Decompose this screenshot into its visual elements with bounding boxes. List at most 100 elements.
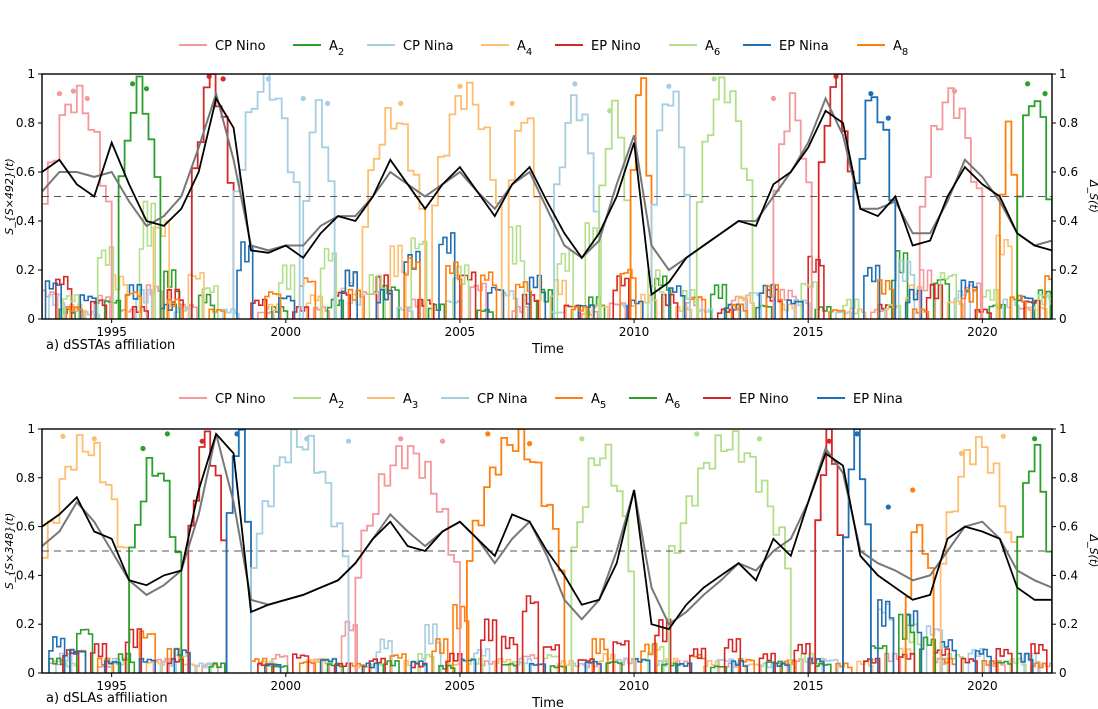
noise-spike — [521, 654, 540, 673]
noise-spike — [709, 283, 728, 319]
dominant-segment-a2 — [117, 75, 162, 319]
peak-dot — [457, 83, 463, 89]
legend-top: CP Nino A2 CP Nina A4 EP Nino A6 EP Nina A8 — [179, 39, 908, 58]
x-tick-label: 2015 — [793, 679, 824, 693]
noise-spike — [507, 225, 526, 319]
y-tick-label-left: 0.6 — [16, 520, 35, 534]
peak-dot — [220, 76, 226, 82]
noise-spike — [828, 309, 846, 319]
noise-spike — [786, 299, 804, 319]
noise-spike — [542, 644, 560, 673]
noise-spike — [438, 232, 456, 319]
legend-label: EP Nino — [591, 39, 641, 54]
dominant-segment-cp-nino — [42, 84, 113, 319]
noise-spike — [772, 662, 790, 673]
noise-spike — [608, 302, 627, 319]
noise-spike — [410, 660, 428, 673]
noise-spike — [389, 653, 407, 673]
peak-dot — [711, 76, 717, 82]
noise-spike — [445, 261, 463, 319]
dominant-segment-cp-nino — [354, 445, 461, 673]
y-tick-label-left: 1 — [27, 422, 35, 436]
legend-label: A2 — [329, 392, 344, 411]
dominant-segment-a4 — [431, 81, 503, 319]
noise-spike — [995, 648, 1013, 673]
noise-spike — [960, 279, 978, 319]
peak-dot — [70, 88, 76, 94]
noise-spike — [904, 623, 923, 673]
noise-spike — [549, 279, 567, 319]
peak-dot — [164, 431, 170, 437]
y-tick-label-left: 0.8 — [16, 116, 35, 130]
legend-entry: A2 — [293, 39, 344, 58]
peak-dot — [607, 108, 613, 114]
peak-dot — [756, 436, 763, 442]
noise-spike — [723, 638, 742, 673]
dominant-segment-cp-nina — [250, 429, 350, 673]
noise-spike — [375, 288, 393, 319]
plot-layers-bottom — [42, 429, 1052, 673]
axes-bottom: 1995 2000 2005 2010 2015 2020 0 0 0.2 0.2 0.4 0.4 0.… — [3, 422, 1098, 693]
legend-entry: CP Nina — [367, 39, 454, 54]
series-ep-nina — [48, 599, 1034, 673]
y-tick-label-left: 0.8 — [16, 471, 35, 485]
noise-spike — [271, 306, 289, 319]
noise-spike — [511, 306, 529, 319]
noise-spike — [542, 654, 560, 673]
smoothed-curve — [42, 90, 1052, 272]
peak-dot — [206, 74, 212, 80]
noise-spike — [197, 293, 216, 319]
noise-spike — [124, 628, 143, 673]
noise-spike — [340, 269, 358, 319]
legend-entry: A5 — [555, 392, 606, 411]
noise-spike — [473, 648, 491, 673]
noise-spike — [431, 638, 449, 673]
noise-spike — [619, 304, 637, 319]
dominant-segment-ep-nino — [190, 74, 235, 319]
y-tick-label-left: 0 — [27, 312, 35, 326]
noise-spike — [1030, 643, 1048, 673]
noise-spike — [689, 647, 707, 673]
noise-spike — [103, 660, 122, 673]
y-axis-label-left: S_{S×492}(t) — [3, 158, 16, 235]
peak-dot — [770, 95, 776, 102]
noise-spike — [1044, 295, 1052, 319]
noise-spike — [292, 653, 310, 673]
x-tick-label: 2020 — [967, 679, 998, 693]
legend-subscript: 2 — [338, 400, 344, 411]
noise-spike — [166, 288, 184, 319]
peak-dot — [951, 88, 958, 94]
peak-dot — [300, 95, 306, 102]
noise-spike — [981, 288, 999, 319]
y-tick-label-right: 0.4 — [1059, 568, 1078, 582]
noise-spike — [90, 643, 108, 673]
dominant-segment-a6 — [1016, 443, 1052, 673]
legend-entry: EP Nina — [743, 39, 829, 54]
noise-spike — [264, 663, 282, 673]
peak-dot — [579, 436, 585, 442]
noise-spike — [932, 278, 951, 319]
noise-spike — [271, 653, 289, 673]
peak-dot — [572, 81, 578, 87]
y-tick-label-left: 0.2 — [16, 263, 35, 277]
noise-spike — [264, 291, 282, 319]
noise-spike — [44, 280, 62, 319]
peak-dot — [868, 91, 874, 97]
noise-spike — [877, 279, 895, 319]
noise-spike — [528, 274, 547, 319]
noise-spike — [964, 282, 982, 319]
noise-spike — [194, 662, 212, 673]
peak-dot — [324, 100, 331, 106]
legend-subscript: 8 — [902, 47, 908, 58]
peak-dot — [1000, 433, 1006, 439]
dominant-segment-a6 — [598, 99, 632, 319]
legend-label: EP Nina — [779, 39, 829, 54]
dominant-segment-ep-nino — [814, 429, 844, 673]
x-tick-label: 2000 — [271, 325, 302, 339]
dominant-segment-a4 — [361, 107, 426, 319]
noise-spike — [368, 657, 386, 673]
legend-entry: A8 — [857, 39, 908, 58]
noise-spike — [863, 264, 881, 319]
noise-spike — [675, 662, 693, 673]
